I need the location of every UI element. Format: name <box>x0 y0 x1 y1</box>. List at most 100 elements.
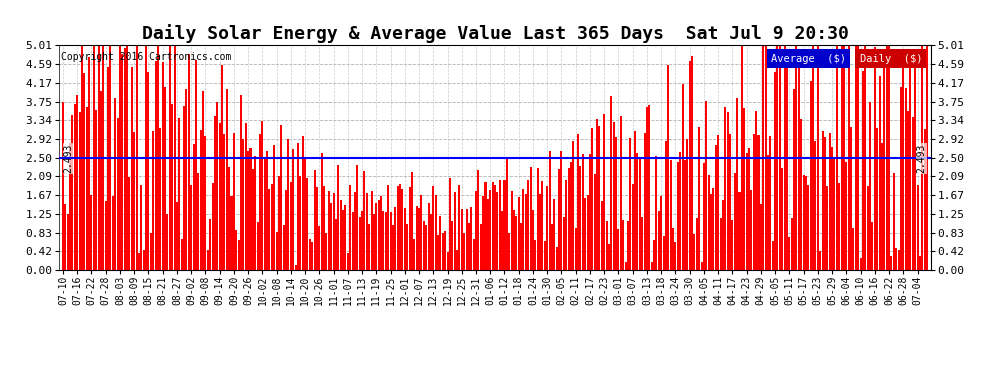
Bar <box>563 217 565 270</box>
Bar <box>881 142 883 270</box>
Bar <box>299 176 301 270</box>
Bar <box>76 95 78 270</box>
Bar <box>888 46 890 270</box>
Text: Daily  ($): Daily ($) <box>859 54 922 63</box>
Bar <box>465 209 467 270</box>
Bar <box>546 186 548 270</box>
Bar <box>708 175 710 270</box>
Bar <box>810 81 812 270</box>
Bar <box>470 207 472 270</box>
Bar <box>665 141 667 270</box>
Bar <box>338 165 340 270</box>
Bar <box>271 183 273 270</box>
Bar <box>720 218 722 270</box>
Bar <box>185 89 187 270</box>
Bar <box>805 176 807 270</box>
Text: Average  ($): Average ($) <box>771 54 846 63</box>
Bar <box>183 106 185 270</box>
Bar <box>570 162 572 270</box>
Bar <box>729 134 731 270</box>
Bar <box>919 256 921 270</box>
Bar <box>430 214 432 270</box>
Bar <box>102 46 104 270</box>
Bar <box>406 224 408 270</box>
Bar <box>737 98 739 270</box>
Bar <box>642 217 644 270</box>
Bar <box>548 151 550 270</box>
Bar <box>231 196 233 270</box>
Bar <box>535 240 537 270</box>
Bar <box>382 211 384 270</box>
Bar <box>525 194 527 270</box>
Bar <box>88 57 90 270</box>
Bar <box>644 133 645 270</box>
Bar <box>349 184 351 270</box>
Bar <box>717 135 719 270</box>
Bar <box>701 262 703 270</box>
Bar <box>418 209 420 270</box>
Bar <box>610 96 613 270</box>
Bar <box>603 114 605 270</box>
Bar <box>596 120 598 270</box>
Bar <box>869 102 871 270</box>
Bar <box>292 148 294 270</box>
Bar <box>93 46 95 270</box>
Bar <box>254 156 256 270</box>
Bar <box>817 46 819 270</box>
Bar <box>854 46 856 270</box>
Bar <box>862 71 864 270</box>
Bar <box>178 118 180 270</box>
Bar <box>268 189 270 270</box>
Bar <box>126 46 128 270</box>
Bar <box>532 210 534 270</box>
Bar <box>506 158 508 270</box>
Bar <box>74 104 76 270</box>
Bar <box>287 139 289 270</box>
Bar <box>428 202 430 270</box>
Bar <box>314 170 316 270</box>
Bar <box>584 198 586 270</box>
Bar <box>752 134 754 270</box>
Bar <box>589 154 591 270</box>
Bar <box>66 214 68 270</box>
Bar <box>487 199 489 270</box>
Bar <box>594 174 596 270</box>
Bar <box>64 204 66 270</box>
Bar <box>876 129 878 270</box>
Bar <box>173 46 175 270</box>
Bar <box>850 127 852 270</box>
Bar <box>620 116 622 270</box>
Bar <box>926 46 928 270</box>
Bar <box>655 156 657 270</box>
Bar <box>392 225 394 270</box>
Bar <box>435 195 437 270</box>
Bar <box>285 190 287 270</box>
Bar <box>192 144 194 270</box>
Bar <box>674 242 676 270</box>
Bar <box>358 217 360 270</box>
Bar <box>460 209 462 270</box>
Bar <box>572 141 574 270</box>
Bar <box>416 206 418 270</box>
Bar <box>446 252 448 270</box>
Bar <box>107 67 109 270</box>
Bar <box>224 134 226 270</box>
Bar <box>910 63 912 270</box>
Bar <box>734 173 736 270</box>
Bar <box>295 265 297 270</box>
Bar <box>553 199 555 270</box>
Bar <box>586 195 589 270</box>
Bar <box>451 221 453 270</box>
Bar <box>601 201 603 270</box>
Bar <box>98 46 100 270</box>
Bar <box>540 194 542 270</box>
Bar <box>370 191 372 270</box>
Bar <box>207 250 209 270</box>
Bar <box>112 196 114 270</box>
Bar <box>511 191 513 270</box>
Bar <box>598 126 601 270</box>
Bar <box>898 251 900 270</box>
Bar <box>236 230 238 270</box>
Bar <box>307 178 309 270</box>
Bar <box>760 204 762 270</box>
